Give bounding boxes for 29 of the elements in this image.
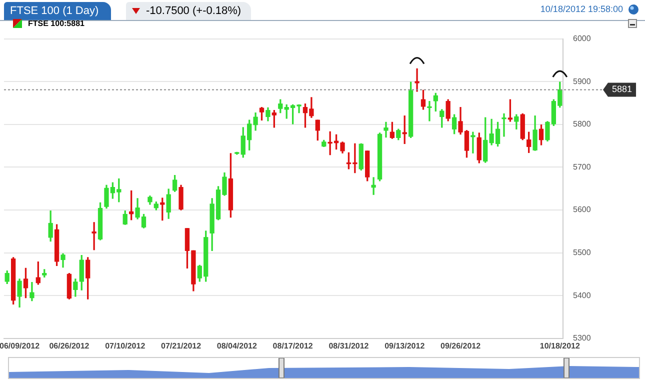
candlestick <box>470 132 476 154</box>
chart-title: FTSE 100 (1 Day) <box>4 2 111 20</box>
text: FTSE 100:5881 <box>28 19 84 28</box>
x-tick-label: 07/10/2012 <box>105 341 146 350</box>
text: 10/18/2012 19:58:00 <box>540 4 623 14</box>
y-tick-label: 5400 <box>573 290 592 300</box>
x-tick-label: 09/13/2012 <box>384 341 426 350</box>
x-tick-label: 08/17/2012 <box>272 341 314 350</box>
x-tick-label: 09/26/2012 <box>440 341 482 350</box>
y-tick-label: 5900 <box>573 76 592 86</box>
x-tick-label: 06/26/2012 <box>49 341 90 350</box>
y-tick-label: 5500 <box>573 248 592 258</box>
x-tick-label: 06/09/2012 <box>0 341 40 350</box>
y-tick-label: 5300 <box>573 334 592 343</box>
x-tick-label: 10/18/2012 <box>540 341 580 350</box>
x-tick-label: 07/21/2012 <box>160 341 202 350</box>
y-tick-label: 6000 <box>573 34 592 44</box>
candlestick <box>371 177 376 195</box>
candlestick <box>92 222 96 250</box>
x-tick-label: 08/31/2012 <box>328 341 370 350</box>
chart-subtitle: -10.7500 (+-0.18%) <box>126 2 252 20</box>
ref-line-label: 5881 <box>612 84 632 94</box>
candlestick <box>502 113 506 137</box>
x-tick-label: 08/04/2012 <box>216 341 258 350</box>
candlestick <box>427 100 432 122</box>
y-tick-label: 5800 <box>573 120 592 129</box>
candlestick <box>384 122 388 138</box>
y-tick-label: 5700 <box>573 162 592 172</box>
y-tick-label: 5600 <box>573 205 592 214</box>
